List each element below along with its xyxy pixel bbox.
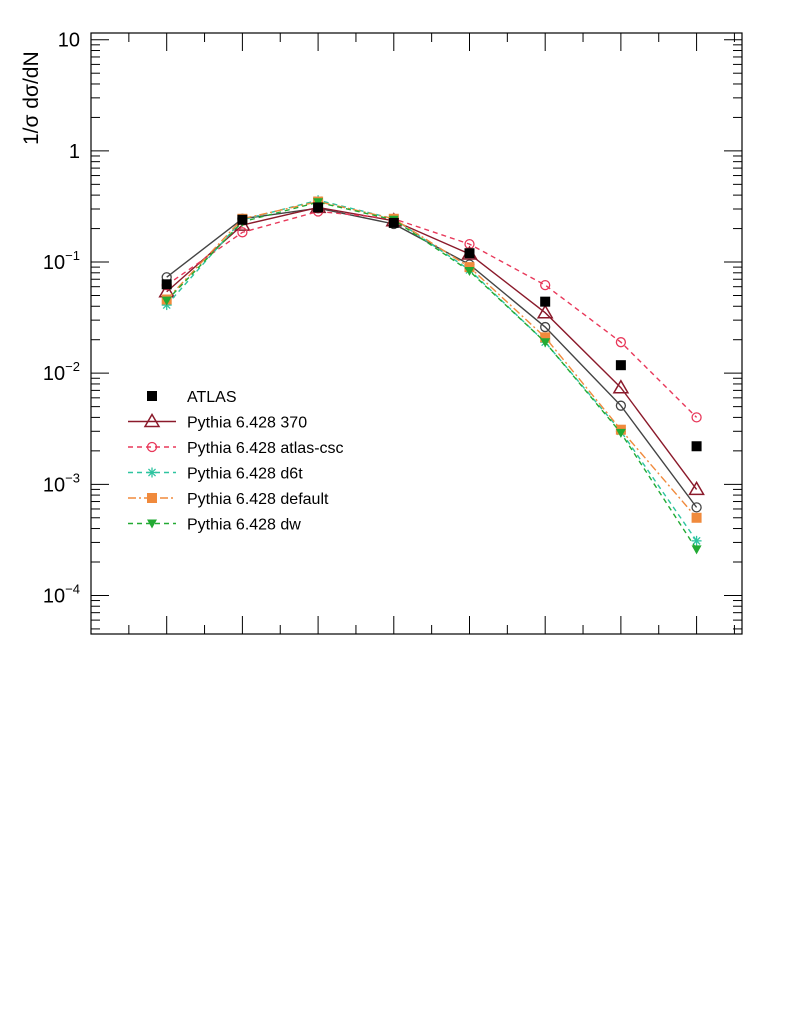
- legend-marker: [147, 391, 157, 401]
- y-tick-label: 10−4: [43, 581, 80, 607]
- legend-entry: Pythia 6.428 d6t: [128, 466, 303, 483]
- data-point: [691, 502, 702, 513]
- data-point: [540, 338, 551, 348]
- y-tick-labels: 10−4 10−3 10−2 10−1 1 10: [43, 30, 80, 608]
- legend-entry: Pythia 6.428 atlas-csc: [128, 440, 344, 457]
- y-tick-label: 1: [69, 141, 80, 163]
- data-point: [237, 214, 248, 225]
- series-pythia-6-428-dw: [161, 198, 702, 555]
- data-point: [615, 428, 626, 438]
- data-point: [688, 480, 705, 496]
- y-tick-label: 10−1: [43, 248, 80, 274]
- plot-frame: [90, 32, 743, 635]
- y-tick-label: 10: [58, 30, 80, 52]
- series-line: [166, 206, 698, 490]
- legend-marker: [143, 413, 161, 428]
- data-point: [536, 304, 554, 319]
- legend-label: Pythia 6.428 370: [187, 415, 307, 432]
- data-point: [615, 400, 627, 411]
- data-point: [464, 248, 475, 259]
- legend-label: Pythia 6.428 default: [187, 491, 329, 508]
- legend-marker: [147, 519, 157, 529]
- series-atlas: [161, 202, 702, 452]
- y-tick-label: 10−2: [43, 359, 80, 385]
- legend-label: Pythia 6.428 dw: [187, 517, 301, 534]
- legend-label: ATLAS: [187, 389, 237, 406]
- data-point: [691, 412, 702, 423]
- data-point: [540, 321, 551, 333]
- data-point: [388, 217, 399, 228]
- legend-marker: [147, 467, 157, 478]
- legend-entry: ATLAS: [147, 389, 237, 406]
- data-point: [540, 296, 551, 307]
- series-layer: [158, 195, 705, 555]
- data-point: [691, 535, 702, 546]
- data-point: [612, 379, 630, 394]
- data-point: [540, 279, 551, 291]
- data-point: [540, 332, 551, 343]
- y-tick-label: 10−3: [43, 470, 80, 496]
- legend-entry: Pythia 6.428 default: [128, 491, 329, 508]
- series-line: [166, 199, 698, 542]
- data-point: [237, 227, 248, 238]
- y-axis-label: 1/σ dσ/dN: [20, 51, 43, 145]
- data-point: [615, 360, 626, 371]
- data-point: [161, 279, 172, 290]
- legend: ATLAS Pythia 6.428 370 Pythia 6.428 atlas-…: [128, 389, 344, 534]
- legend-entry: Pythia 6.428 dw: [128, 517, 301, 534]
- legend-marker: [146, 441, 158, 453]
- series-line: [166, 200, 698, 519]
- legend-label: Pythia 6.428 atlas-csc: [187, 440, 344, 457]
- axis-ticks: [90, 33, 742, 634]
- legend-label: Pythia 6.428 d6t: [187, 466, 303, 483]
- data-point: [161, 296, 172, 306]
- legend-marker: [147, 493, 157, 503]
- data-point: [313, 202, 324, 213]
- data-point: [464, 267, 475, 277]
- series-pythia-6-428-atlas-csc: [161, 206, 702, 423]
- data-point: [691, 441, 702, 452]
- series-line: [166, 201, 698, 550]
- data-point: [691, 512, 702, 523]
- data-point: [691, 545, 702, 555]
- data-point: [615, 337, 627, 348]
- legend-entry: Pythia 6.428 370: [128, 413, 307, 432]
- series-line: [166, 207, 698, 508]
